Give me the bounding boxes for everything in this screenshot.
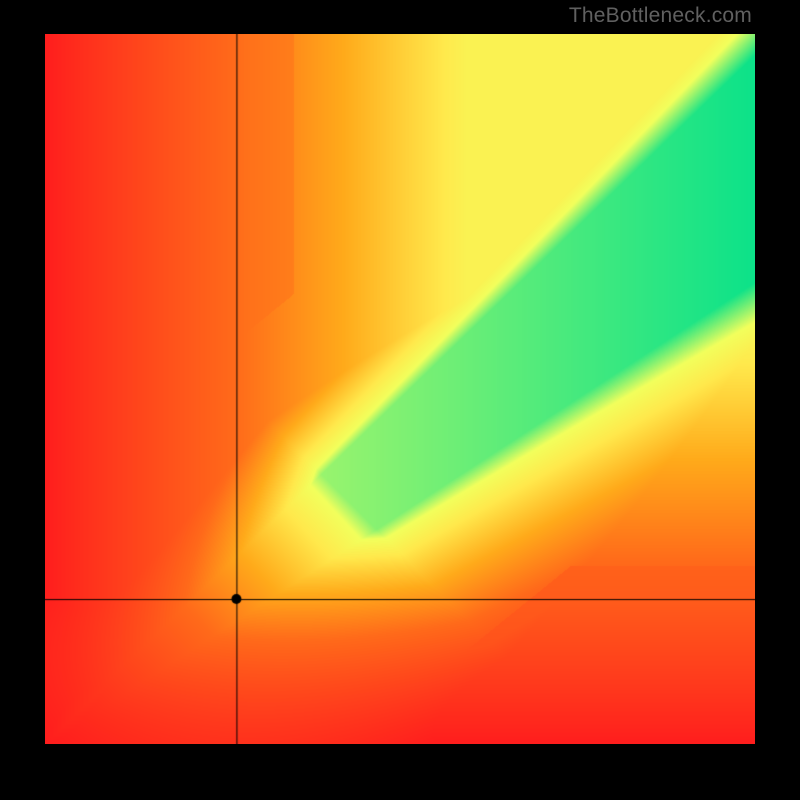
watermark-text: TheBottleneck.com [569,4,752,28]
bottleneck-heatmap [45,34,755,744]
